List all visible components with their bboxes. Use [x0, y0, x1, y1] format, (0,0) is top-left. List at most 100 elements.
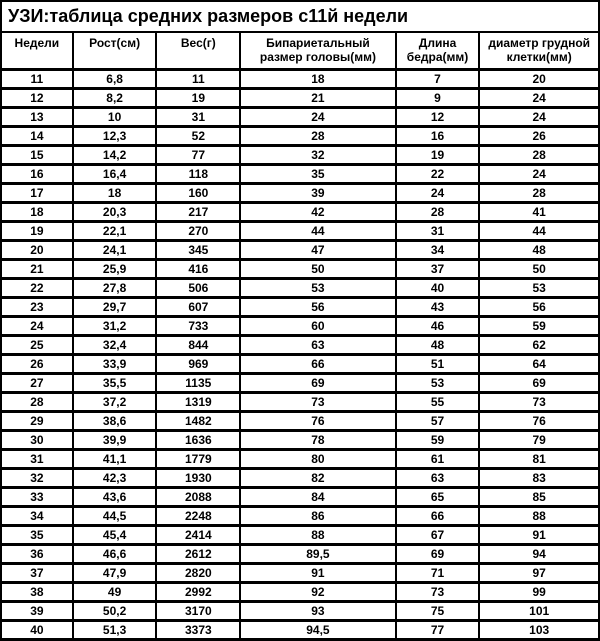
table-cell: 1636 — [156, 430, 240, 449]
table-row: 2735,51135695369 — [1, 373, 599, 392]
table-cell: 41 — [479, 202, 599, 221]
table-cell: 28 — [479, 145, 599, 164]
table-cell: 26 — [479, 126, 599, 145]
table-cell: 19 — [1, 221, 73, 240]
table-cell: 57 — [396, 411, 480, 430]
table-row: 1514,277321928 — [1, 145, 599, 164]
table-cell: 39 — [240, 183, 395, 202]
table-cell: 28 — [240, 126, 395, 145]
table-cell: 42,3 — [73, 468, 157, 487]
table-cell: 59 — [479, 316, 599, 335]
table-cell: 73 — [479, 392, 599, 411]
table-cell: 16 — [1, 164, 73, 183]
table-cell: 1319 — [156, 392, 240, 411]
table-cell: 217 — [156, 202, 240, 221]
table-row: 1718160392428 — [1, 183, 599, 202]
table-cell: 7 — [396, 69, 480, 88]
table-cell: 50 — [240, 259, 395, 278]
table-cell: 969 — [156, 354, 240, 373]
table-cell: 416 — [156, 259, 240, 278]
table-cell: 89,5 — [240, 544, 395, 563]
table-cell: 44 — [479, 221, 599, 240]
table-cell: 15 — [1, 145, 73, 164]
table-cell: 2414 — [156, 525, 240, 544]
table-cell: 21 — [240, 88, 395, 107]
table-cell: 82 — [240, 468, 395, 487]
table-row: 1412,352281626 — [1, 126, 599, 145]
table-cell: 61 — [396, 449, 480, 468]
table-row: 4051,3337394,577103 — [1, 620, 599, 639]
table-cell: 29,7 — [73, 297, 157, 316]
table-cell: 47 — [240, 240, 395, 259]
table-cell: 40 — [1, 620, 73, 639]
table-cell: 92 — [240, 582, 395, 601]
table-cell: 50,2 — [73, 601, 157, 620]
table-cell: 64 — [479, 354, 599, 373]
table-row: 3343,62088846585 — [1, 487, 599, 506]
table-cell: 2248 — [156, 506, 240, 525]
table-cell: 14 — [1, 126, 73, 145]
table-cell: 93 — [240, 601, 395, 620]
table-cell: 2992 — [156, 582, 240, 601]
table-cell: 11 — [1, 69, 73, 88]
table-cell: 16,4 — [73, 164, 157, 183]
table-cell: 24 — [479, 164, 599, 183]
table-cell: 37,2 — [73, 392, 157, 411]
table-cell: 3373 — [156, 620, 240, 639]
table-cell: 60 — [240, 316, 395, 335]
table-row: 3242,31930826383 — [1, 468, 599, 487]
table-row: 1820,3217422841 — [1, 202, 599, 221]
table-cell: 40 — [396, 278, 480, 297]
table-cell: 1930 — [156, 468, 240, 487]
table-cell: 27 — [1, 373, 73, 392]
table-row: 3646,6261289,56994 — [1, 544, 599, 563]
table-cell: 43,6 — [73, 487, 157, 506]
table-cell: 20 — [479, 69, 599, 88]
col-header-chest: диаметр грудной клетки(мм) — [479, 32, 599, 69]
table-row: 116,81118720 — [1, 69, 599, 88]
table-cell: 13 — [1, 107, 73, 126]
table-cell: 45,4 — [73, 525, 157, 544]
table-cell: 59 — [396, 430, 480, 449]
table-cell: 844 — [156, 335, 240, 354]
table-cell: 77 — [396, 620, 480, 639]
table-cell: 16 — [396, 126, 480, 145]
table-row: 3141,11779806181 — [1, 449, 599, 468]
table-cell: 75 — [396, 601, 480, 620]
table-cell: 24 — [240, 107, 395, 126]
table-row: 1616,4118352224 — [1, 164, 599, 183]
table-cell: 345 — [156, 240, 240, 259]
table-cell: 56 — [479, 297, 599, 316]
table-cell: 24,1 — [73, 240, 157, 259]
table-row: 1922,1270443144 — [1, 221, 599, 240]
table-cell: 22 — [1, 278, 73, 297]
table-cell: 38 — [1, 582, 73, 601]
table-cell: 35 — [1, 525, 73, 544]
table-cell: 31 — [1, 449, 73, 468]
table-cell: 160 — [156, 183, 240, 202]
table-cell: 12,3 — [73, 126, 157, 145]
table-cell: 88 — [240, 525, 395, 544]
table-row: 3545,42414886791 — [1, 525, 599, 544]
table-cell: 66 — [240, 354, 395, 373]
col-header-biparietal: Бипариетальный размер головы(мм) — [240, 32, 395, 69]
table-cell: 80 — [240, 449, 395, 468]
table-cell: 26 — [1, 354, 73, 373]
table-cell: 11 — [156, 69, 240, 88]
table-cell: 35,5 — [73, 373, 157, 392]
table-cell: 31 — [156, 107, 240, 126]
table-cell: 19 — [156, 88, 240, 107]
table-cell: 18 — [73, 183, 157, 202]
table-cell: 24 — [396, 183, 480, 202]
col-header-weight: Вес(г) — [156, 32, 240, 69]
table-row: 2633,9969665164 — [1, 354, 599, 373]
table-cell: 31 — [396, 221, 480, 240]
table-cell: 88 — [479, 506, 599, 525]
table-cell: 733 — [156, 316, 240, 335]
table-cell: 22,1 — [73, 221, 157, 240]
table-row: 2024,1345473448 — [1, 240, 599, 259]
table-cell: 99 — [479, 582, 599, 601]
table-cell: 65 — [396, 487, 480, 506]
col-header-femur: Длина бедра(мм) — [396, 32, 480, 69]
table-cell: 31,2 — [73, 316, 157, 335]
